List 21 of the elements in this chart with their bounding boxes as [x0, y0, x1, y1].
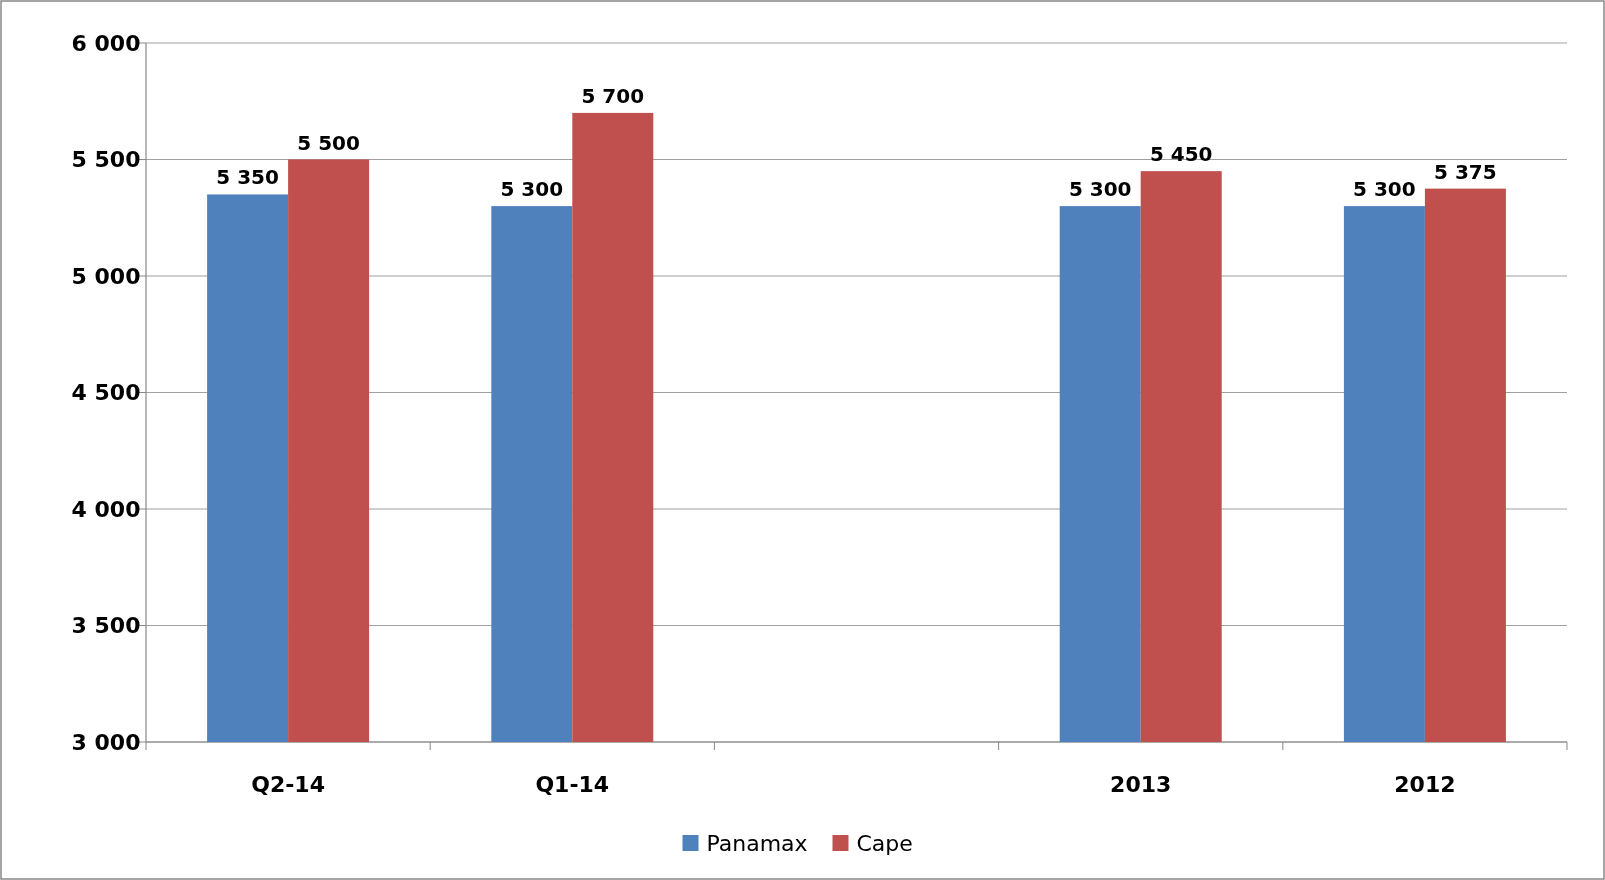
data-label: 5 450 — [1149, 142, 1213, 167]
data-label: 5 300 — [500, 177, 564, 202]
y-tick-label: 3 500 — [71, 613, 141, 639]
data-label: 5 375 — [1434, 159, 1497, 184]
y-tick-label: 4 500 — [71, 380, 141, 406]
x-tick-label: 2013 — [1110, 772, 1172, 797]
y-tick-label: 6 000 — [71, 30, 141, 56]
y-tick-label: 3 000 — [71, 729, 141, 755]
legend-label: Cape — [856, 830, 913, 856]
data-label: 5 300 — [1068, 177, 1132, 202]
y-tick-label: 5 500 — [71, 147, 141, 173]
data-label: 5 700 — [581, 83, 645, 108]
x-tick-label: Q2-14 — [251, 772, 325, 797]
data-label: 5 350 — [216, 165, 279, 190]
data-label: 5 500 — [297, 130, 360, 155]
data-label: 5 300 — [1353, 177, 1416, 202]
y-tick-label: 4 000 — [71, 496, 141, 522]
legend-label: Panamax — [706, 830, 808, 856]
x-tick-label: 2012 — [1394, 772, 1456, 797]
x-tick-label: Q1-14 — [535, 772, 610, 797]
y-tick-label: 5 000 — [71, 263, 141, 289]
